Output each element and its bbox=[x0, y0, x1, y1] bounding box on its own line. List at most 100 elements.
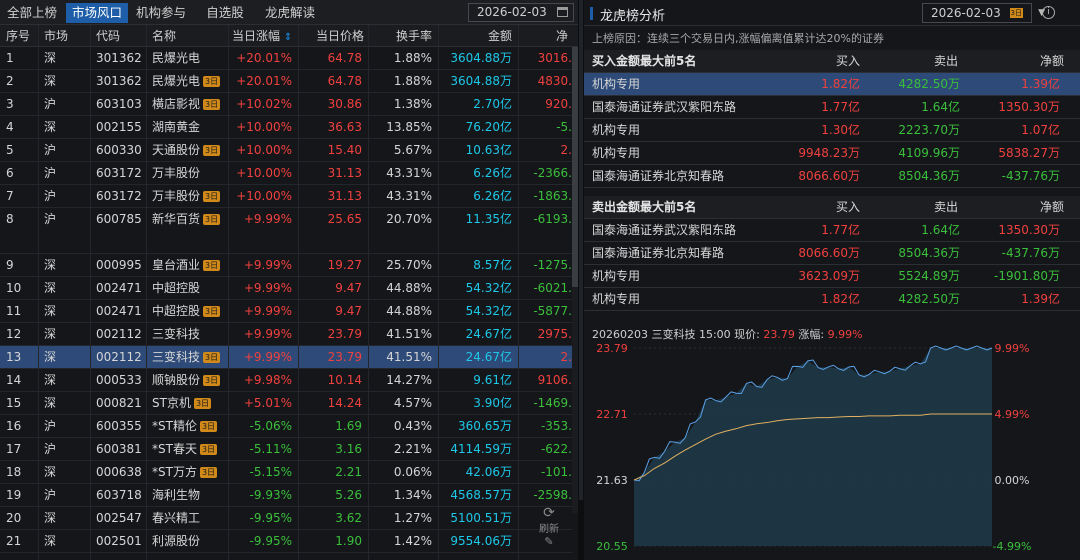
cell-code: 600381 bbox=[96, 442, 142, 456]
cell-price: 23.79 bbox=[327, 350, 362, 364]
cell-price: 2.21 bbox=[335, 465, 362, 479]
table-row[interactable]: 2 深 301362 民爆光电 3日 +20.01% 64.78 1.88% 3604.88万 4… bbox=[0, 70, 572, 93]
tab-bar: 全部上榜 市场风口 机构参与 自选股 龙虎解读 2026-02-03 bbox=[0, 0, 578, 25]
panel-splitter[interactable] bbox=[578, 0, 584, 560]
scrollbar-thumb[interactable] bbox=[572, 47, 578, 287]
info-icon[interactable]: i bbox=[1042, 6, 1055, 19]
col-no[interactable]: 序号 bbox=[6, 29, 31, 43]
broker-sell: 4109.96万 bbox=[898, 146, 960, 160]
col-market[interactable]: 市场 bbox=[44, 29, 69, 43]
col-buy: 买入 bbox=[836, 54, 861, 68]
table-row[interactable]: 14 深 000533 顺钠股份 3日 +9.98% 10.14 14.27% 9.61亿 910… bbox=[0, 369, 572, 392]
table-row[interactable]: 6 沪 603172 万丰股份 +10.00% 31.13 43.31% 6.26亿 -2366… bbox=[0, 162, 572, 185]
cell-chg: +10.00% bbox=[236, 166, 292, 180]
reason-text: 连续三个交易日内,涨幅偏离值累计达20%的证券 bbox=[647, 32, 884, 45]
cell-mkt: 深 bbox=[44, 511, 57, 525]
table-row[interactable]: 21 深 002501 利源股份 -9.95% 1.90 1.42% 9554.06万 bbox=[0, 530, 572, 553]
broker-row[interactable]: 国泰海通证券武汉紫阳东路 1.77亿 1.64亿 1350.30万 bbox=[584, 96, 1080, 119]
tab-all[interactable]: 全部上榜 bbox=[6, 5, 57, 20]
cell-mkt: 深 bbox=[44, 465, 57, 479]
divider bbox=[90, 25, 91, 560]
refresh-button[interactable]: ⟳ 刷新 ✎ bbox=[534, 506, 564, 560]
refresh-label: 刷新 bbox=[539, 524, 559, 535]
broker-row[interactable]: 国泰海通证券北京知春路 8066.60万 8504.36万 -437.76万 bbox=[584, 165, 1080, 188]
cell-net: -5877. bbox=[533, 304, 572, 318]
cell-amt: 76.20亿 bbox=[465, 120, 512, 134]
scrollbar[interactable] bbox=[572, 47, 578, 513]
stock-name: 春兴精工 bbox=[152, 511, 201, 525]
cell-no: 17 bbox=[6, 442, 22, 456]
broker-row[interactable]: 机构专用 1.30亿 2223.70万 1.07亿 bbox=[584, 119, 1080, 142]
broker-row[interactable]: 机构专用 9948.23万 4109.96万 5838.27万 bbox=[584, 142, 1080, 165]
cell-mkt: 深 bbox=[44, 534, 57, 548]
stock-name: ST京机 bbox=[152, 396, 191, 410]
cell-code: 000533 bbox=[96, 373, 142, 387]
broker-row[interactable]: 机构专用 1.82亿 4282.50万 1.39亿 bbox=[584, 288, 1080, 311]
table-row[interactable]: 15 深 000821 ST京机 3日 +5.01% 14.24 4.57% 3.90亿 -146… bbox=[0, 392, 572, 415]
table-row[interactable]: 3 沪 603103 横店影视 3日 +10.02% 30.86 1.38% 2.70亿 920. bbox=[0, 93, 572, 116]
table-row[interactable]: 5 沪 600330 天通股份 3日 +10.00% 15.40 5.67% 10.63亿 2. bbox=[0, 139, 572, 162]
table-row[interactable]: 11 深 002471 中超控股 3日 +9.99% 9.47 44.88% 54.32亿 -58… bbox=[0, 300, 572, 323]
col-net[interactable]: 净 bbox=[556, 29, 569, 43]
tab-watchlist[interactable]: 自选股 bbox=[206, 5, 244, 20]
col-name[interactable]: 名称 bbox=[152, 29, 177, 43]
table-row[interactable]: 4 深 002155 湖南黄金 +10.00% 36.63 13.85% 76.20亿 -5. bbox=[0, 116, 572, 139]
cell-chg: +9.99% bbox=[243, 258, 292, 272]
cell-price: 64.78 bbox=[327, 74, 362, 88]
y-tick-left: 20.55 bbox=[596, 540, 628, 553]
table-row[interactable]: 12 深 002112 三变科技 +9.99% 23.79 41.51% 24.67亿 2975… bbox=[0, 323, 572, 346]
table-row[interactable]: 8 沪 600785 新华百货 3日 +9.99% 25.65 20.70% 11.35亿 -61… bbox=[0, 208, 572, 254]
col-change-label: 当日涨幅 bbox=[232, 29, 281, 43]
cell-net: 2. bbox=[560, 143, 572, 157]
cell-turn: 1.42% bbox=[393, 534, 432, 548]
y-tick-right: 9.99% bbox=[995, 342, 1030, 355]
broker-row[interactable]: 国泰海通证券武汉紫阳东路 1.77亿 1.64亿 1350.30万 bbox=[584, 219, 1080, 242]
table-row[interactable]: 13 深 002112 三变科技 3日 +9.99% 23.79 41.51% 24.67亿 2. bbox=[0, 346, 572, 369]
cell-no: 16 bbox=[6, 419, 22, 433]
tab-interpretation[interactable]: 龙虎解读 bbox=[264, 5, 315, 20]
broker-row[interactable]: 机构专用 1.82亿 4282.50万 1.39亿 bbox=[584, 73, 1080, 96]
cell-chg: -9.93% bbox=[249, 488, 292, 502]
tab-market-hot[interactable]: 市场风口 bbox=[66, 3, 128, 23]
table-row[interactable]: 9 深 000995 皇台酒业 3日 +9.99% 19.27 25.70% 8.57亿 -127… bbox=[0, 254, 572, 277]
col-price[interactable]: 当日价格 bbox=[316, 29, 365, 43]
panel-date-selector[interactable]: 2026-02-03 3日 ▼ bbox=[922, 3, 1045, 23]
cell-net: -2598. bbox=[533, 488, 572, 502]
broker-buy: 3623.09万 bbox=[798, 269, 860, 283]
cell-net: -1469. bbox=[533, 396, 572, 410]
broker-buy: 8066.60万 bbox=[798, 169, 860, 183]
cell-chg: +20.01% bbox=[236, 74, 292, 88]
table-row[interactable]: 1 深 301362 民爆光电 +20.01% 64.78 1.88% 3604.88万 301… bbox=[0, 47, 572, 70]
three-day-badge: 3日 bbox=[203, 191, 221, 202]
table-row[interactable]: 17 沪 600381 *ST春天 3日 -5.11% 3.16 2.21% 4114.59万 -… bbox=[0, 438, 572, 461]
table-row[interactable]: 19 沪 603718 海利生物 -9.93% 5.26 1.34% 4568.57万 -259… bbox=[0, 484, 572, 507]
three-day-badge: 3日 bbox=[203, 99, 221, 110]
table-row[interactable]: 18 深 000638 *ST万方 3日 -5.15% 2.21 0.06% 42.06万 -10… bbox=[0, 461, 572, 484]
col-change[interactable]: 当日涨幅 ⇕ bbox=[232, 25, 292, 47]
refresh-icon: ⟳ bbox=[543, 505, 555, 521]
table-row[interactable]: 7 沪 603172 万丰股份 3日 +10.00% 31.13 43.31% 6.26亿 -18… bbox=[0, 185, 572, 208]
y-tick-right: 4.99% bbox=[995, 408, 1030, 421]
panel-title: 龙虎榜分析 bbox=[600, 9, 666, 24]
cell-turn: 1.88% bbox=[393, 51, 432, 65]
cell-turn: 0.43% bbox=[393, 419, 432, 433]
col-amount[interactable]: 金额 bbox=[488, 29, 513, 43]
table-row[interactable]: 16 沪 600355 *ST精伦 3日 -5.06% 1.69 0.43% 360.65万 -3… bbox=[0, 415, 572, 438]
tab-institution[interactable]: 机构参与 bbox=[135, 5, 186, 20]
col-turnover[interactable]: 换手率 bbox=[396, 29, 433, 43]
stock-name: 顺钠股份 bbox=[152, 373, 201, 387]
reason-label: 上榜原因： bbox=[592, 32, 647, 45]
broker-row[interactable]: 国泰海通证券北京知春路 8066.60万 8504.36万 -437.76万 bbox=[584, 242, 1080, 265]
table-row[interactable]: 10 深 002471 中超控股 +9.99% 9.47 44.88% 54.32亿 -6021… bbox=[0, 277, 572, 300]
cell-chg: +10.02% bbox=[236, 97, 292, 111]
col-code[interactable]: 代码 bbox=[96, 29, 121, 43]
divider bbox=[146, 25, 147, 560]
table-row[interactable]: 20 深 002547 春兴精工 -9.95% 3.62 1.27% 5100.51万 bbox=[0, 507, 572, 530]
cell-code: 002471 bbox=[96, 304, 142, 318]
date-picker[interactable]: 2026-02-03 bbox=[468, 3, 574, 22]
price-area bbox=[634, 348, 992, 546]
divider bbox=[228, 25, 229, 560]
broker-row[interactable]: 机构专用 3623.09万 5524.89万 -1901.80万 bbox=[584, 265, 1080, 288]
stock-name: *ST精伦 bbox=[152, 419, 197, 433]
cell-net: -101. bbox=[540, 465, 572, 479]
